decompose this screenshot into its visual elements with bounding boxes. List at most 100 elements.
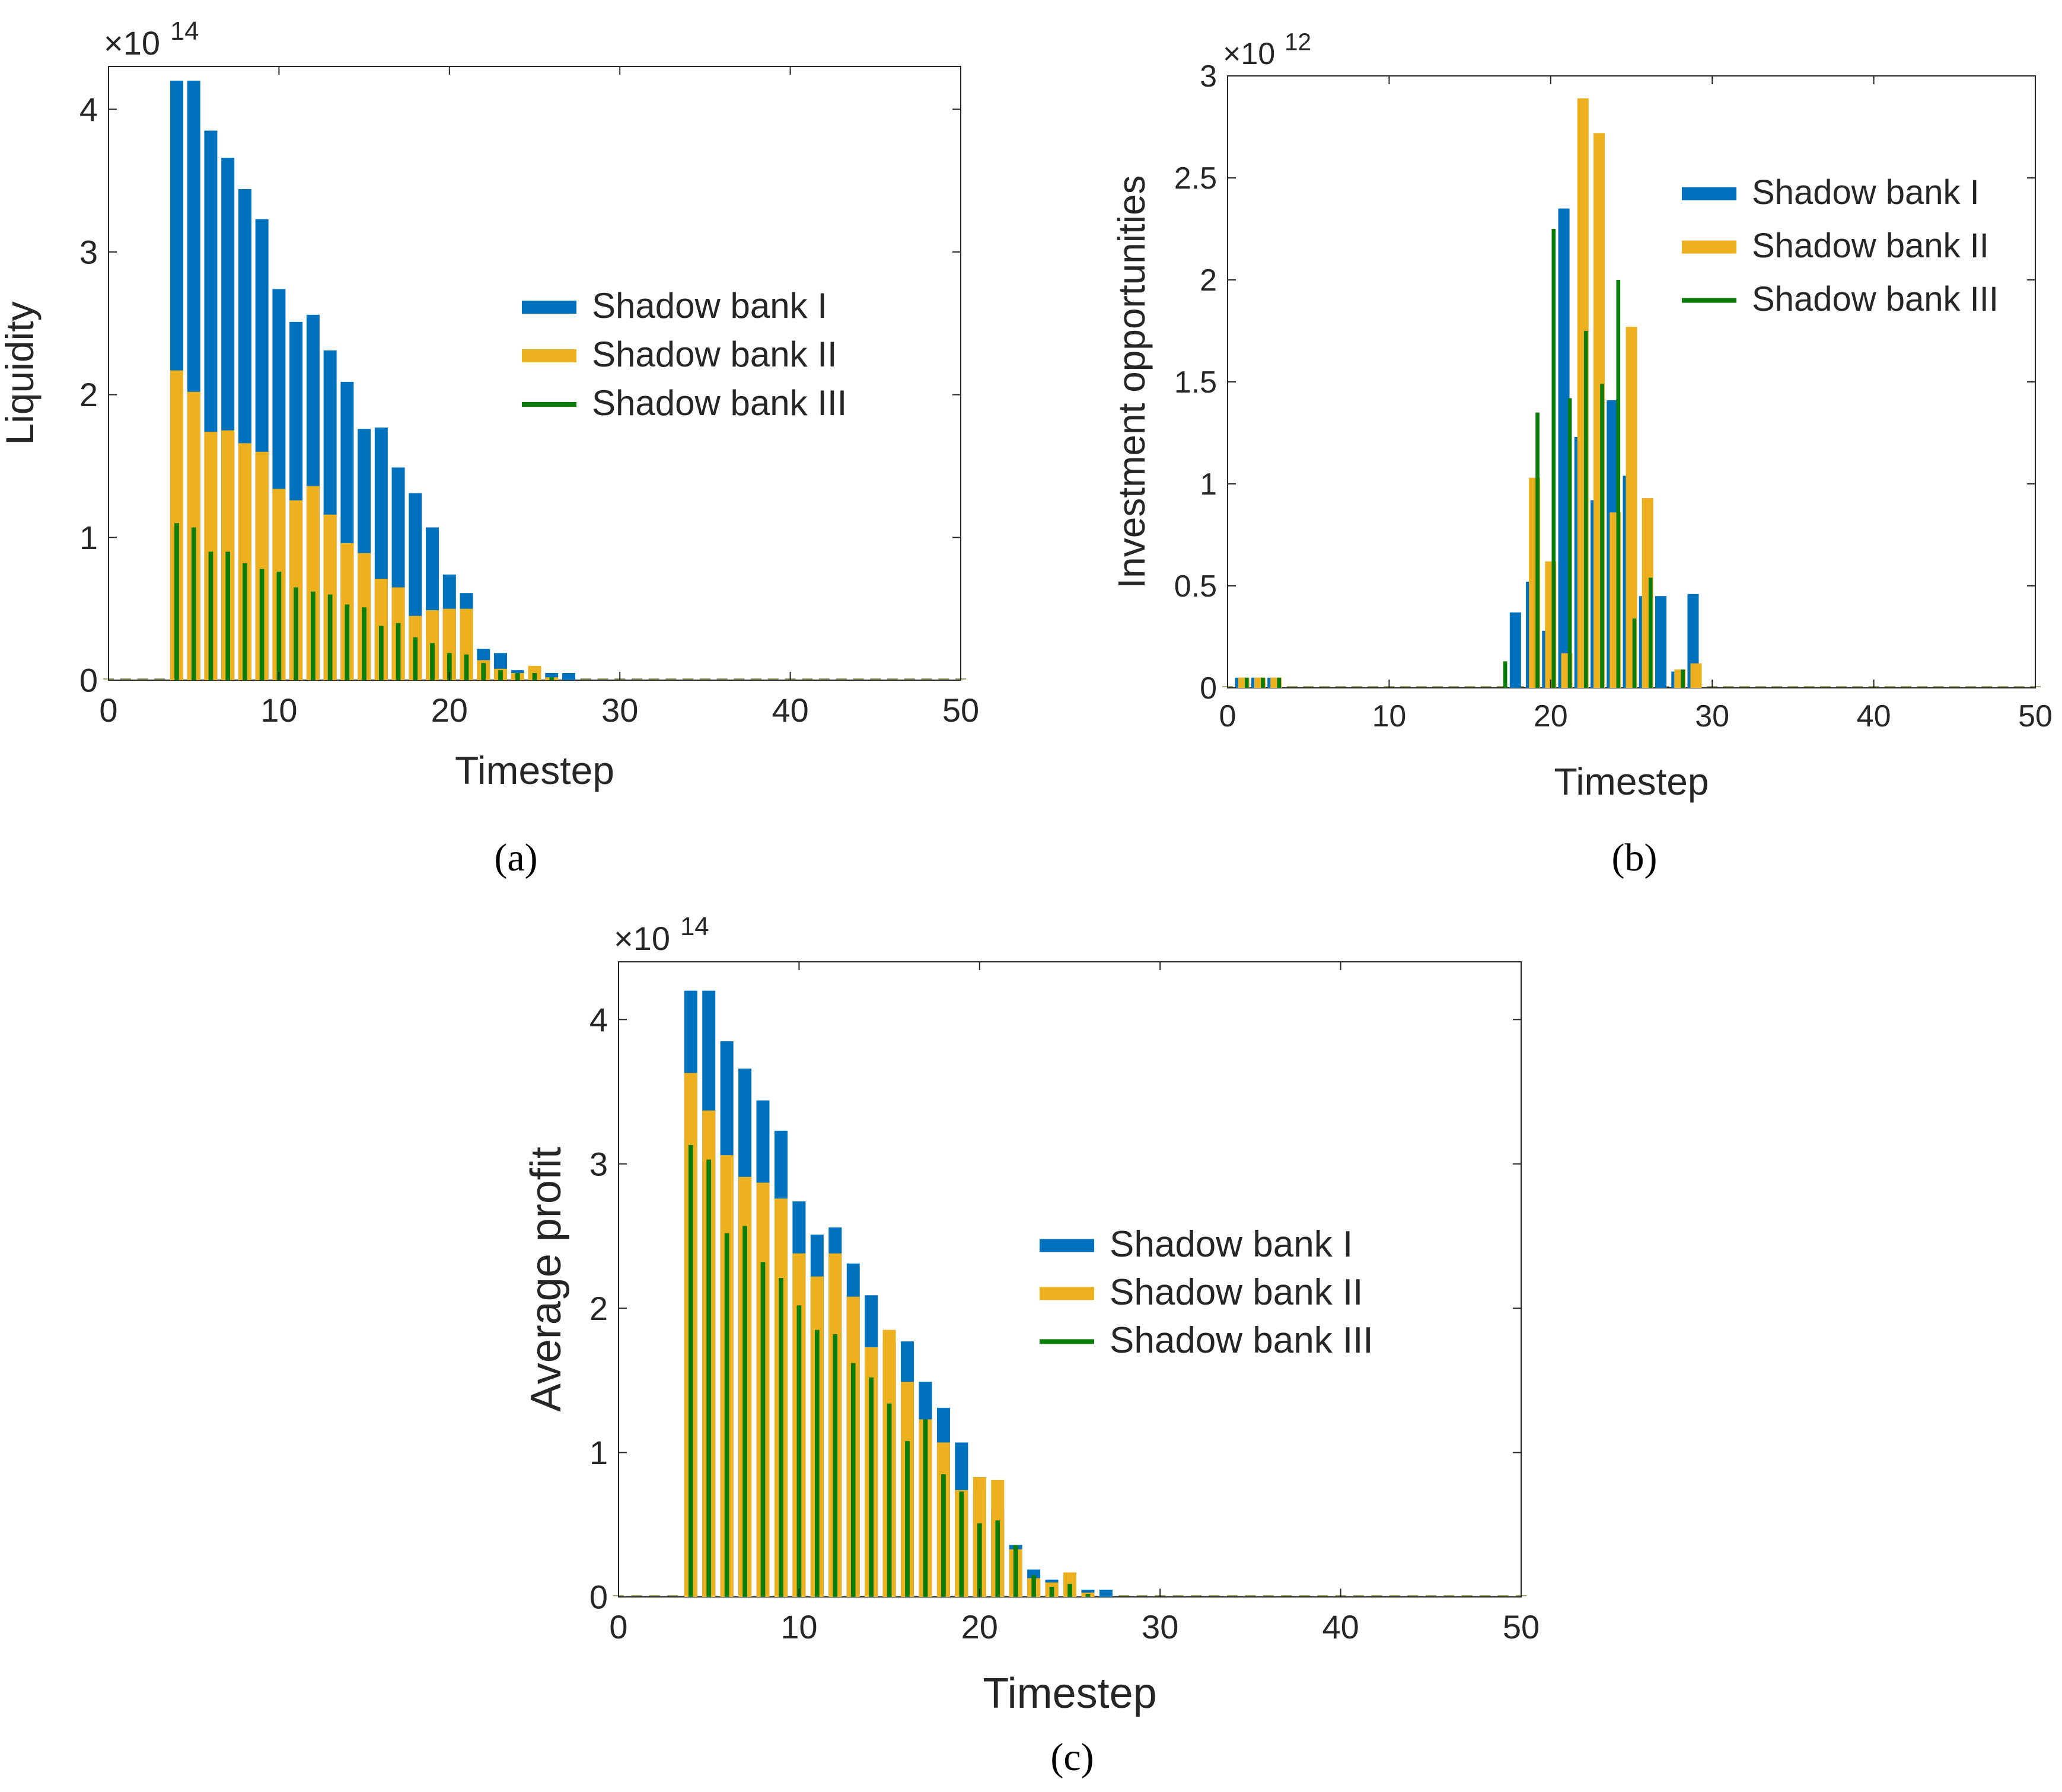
y-tick-label: 4 bbox=[79, 91, 98, 128]
bar bbox=[208, 551, 213, 680]
plot-area bbox=[618, 961, 1522, 1598]
bar bbox=[294, 587, 298, 680]
y-axis-label: Liquidity bbox=[0, 301, 42, 445]
x-tick-label: 0 bbox=[609, 1608, 627, 1646]
x-tick-label: 10 bbox=[260, 691, 297, 729]
legend-swatch bbox=[1040, 1339, 1094, 1344]
x-tick-label: 40 bbox=[1857, 699, 1891, 734]
captions: (a) (b) (c) bbox=[494, 836, 1657, 1779]
bar bbox=[481, 663, 486, 680]
bar bbox=[941, 1474, 946, 1597]
bar bbox=[1261, 677, 1265, 688]
x-tick-label: 30 bbox=[1695, 699, 1729, 734]
y-tick-label: 1 bbox=[79, 519, 98, 556]
y-tick-label: 3 bbox=[589, 1145, 608, 1182]
legend: Shadow bank I Shadow bank II Shadow bank I… bbox=[1040, 1224, 1373, 1361]
bar bbox=[905, 1441, 910, 1597]
caption-c: (c) bbox=[1050, 1736, 1094, 1779]
x-tick-label: 20 bbox=[1534, 699, 1568, 734]
bar bbox=[276, 572, 282, 680]
legend-label: Shadow bank III bbox=[592, 383, 847, 423]
bar bbox=[306, 486, 320, 680]
bar bbox=[532, 672, 537, 680]
bar bbox=[243, 563, 247, 680]
x-tick-label: 0 bbox=[1219, 699, 1236, 734]
x-tick-label: 30 bbox=[601, 691, 638, 729]
legend: Shadow bank I Shadow bank II Shadow bank I… bbox=[1682, 173, 1999, 318]
legend: Shadow bank I Shadow bank II Shadow bank I… bbox=[522, 286, 847, 423]
panel-b-investment-chart: 00.511.522.530 10 20 30 40 50×10 12TimestepInv… bbox=[1110, 28, 2053, 803]
bar bbox=[238, 443, 251, 680]
legend-swatch bbox=[522, 349, 576, 362]
bar bbox=[562, 672, 575, 680]
series-shadow-bank-iii bbox=[688, 1145, 1091, 1597]
legend-label: Shadow bank II bbox=[1110, 1272, 1363, 1313]
bar bbox=[869, 1378, 874, 1597]
exponent-label: ×10 bbox=[614, 920, 670, 957]
bar bbox=[887, 1403, 892, 1597]
bar bbox=[923, 1419, 928, 1597]
legend-swatch bbox=[522, 301, 576, 314]
bar bbox=[327, 594, 333, 680]
bar bbox=[1031, 1575, 1036, 1597]
bar bbox=[1535, 412, 1540, 688]
legend-label: Shadow bank III bbox=[1110, 1320, 1373, 1361]
x-tick-label: 10 bbox=[1372, 699, 1406, 734]
bar bbox=[225, 551, 231, 680]
y-tick-label: 2 bbox=[589, 1290, 608, 1327]
legend-swatch bbox=[1682, 187, 1736, 200]
y-tick-label: 2 bbox=[1200, 263, 1217, 298]
bar bbox=[515, 672, 520, 680]
bar bbox=[760, 1262, 766, 1597]
bar bbox=[1616, 280, 1621, 688]
x-axis-label: Timestep bbox=[1554, 760, 1709, 803]
bar bbox=[1632, 618, 1637, 688]
y-tick-label: 0 bbox=[589, 1579, 608, 1616]
bar bbox=[742, 1226, 747, 1597]
x-axis-label: Timestep bbox=[983, 1670, 1156, 1717]
y-tick-label: 1 bbox=[589, 1434, 608, 1471]
y-tick-label: 1 bbox=[1200, 467, 1217, 502]
bar bbox=[442, 608, 456, 680]
series-shadow-bank-iii bbox=[174, 523, 554, 680]
bar bbox=[1244, 677, 1249, 688]
bar bbox=[460, 608, 473, 680]
bar bbox=[814, 1329, 820, 1597]
x-tick-label: 20 bbox=[431, 691, 468, 729]
bar bbox=[362, 607, 366, 680]
bar bbox=[1567, 398, 1572, 688]
bar bbox=[724, 1233, 729, 1597]
y-tick-label: 0.5 bbox=[1174, 569, 1217, 604]
bar bbox=[850, 1363, 856, 1597]
legend-label: Shadow bank II bbox=[1752, 227, 1989, 265]
bar bbox=[977, 1523, 982, 1597]
bar bbox=[1600, 384, 1604, 688]
bar bbox=[396, 623, 401, 680]
legend-swatch bbox=[522, 402, 576, 407]
exponent-power: 14 bbox=[680, 912, 709, 941]
bar bbox=[378, 626, 384, 680]
bar bbox=[706, 1159, 712, 1597]
x-tick-label: 0 bbox=[99, 691, 117, 729]
bar bbox=[549, 677, 554, 680]
bar bbox=[995, 1520, 1000, 1597]
bar bbox=[413, 637, 418, 680]
bar bbox=[1690, 663, 1702, 688]
bar bbox=[1099, 1589, 1113, 1597]
bar bbox=[1551, 229, 1556, 688]
legend-swatch bbox=[1682, 298, 1736, 303]
bar bbox=[1509, 612, 1521, 688]
x-tick-label: 10 bbox=[780, 1608, 817, 1646]
y-tick-label: 1.5 bbox=[1174, 365, 1217, 400]
bar bbox=[447, 653, 452, 680]
x-tick-label: 20 bbox=[961, 1608, 998, 1646]
bar bbox=[255, 451, 269, 680]
y-tick-label: 3 bbox=[79, 234, 98, 271]
exponent-power: 14 bbox=[170, 17, 199, 46]
bar bbox=[1558, 208, 1570, 688]
bar bbox=[796, 1305, 802, 1597]
bar bbox=[191, 527, 196, 680]
y-tick-label: 3 bbox=[1200, 59, 1217, 94]
